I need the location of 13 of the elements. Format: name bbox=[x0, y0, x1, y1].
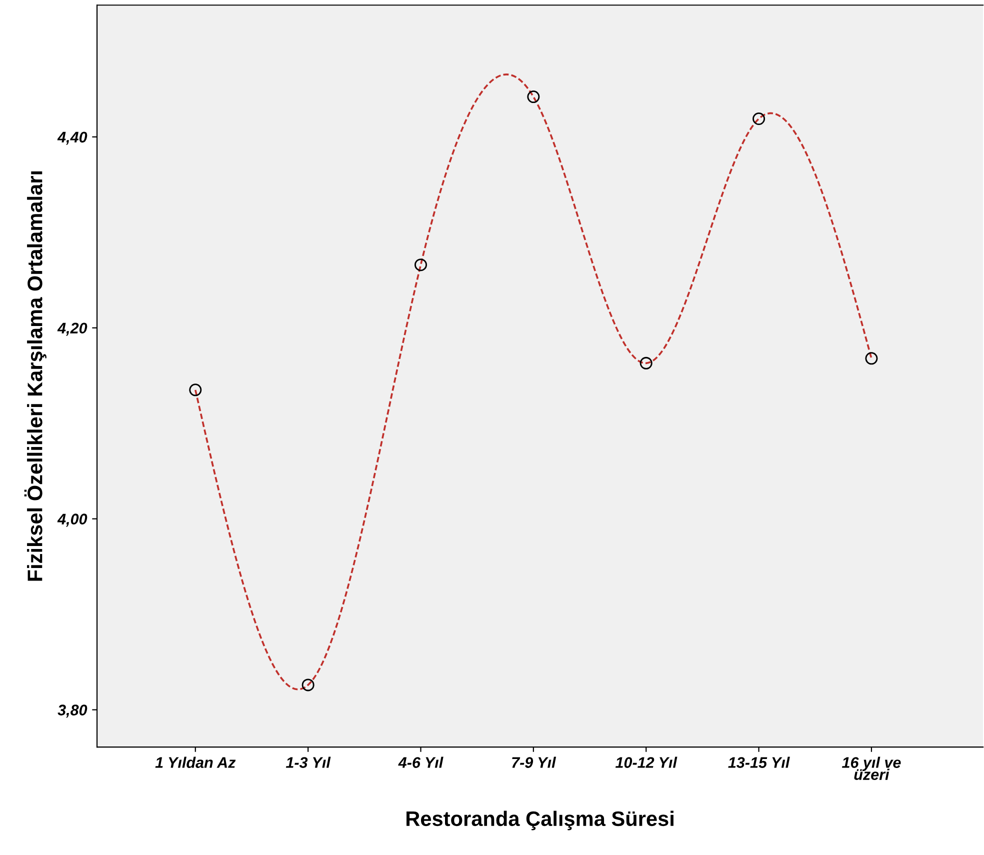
x-tick-label: 13-15 Yıl bbox=[728, 756, 790, 768]
x-tick-label: 1 Yıldan Az bbox=[155, 756, 236, 768]
y-axis-title: Fiziksel Özellikleri Karşılama Ortalamaları bbox=[24, 171, 46, 581]
x-tick-label: 16 yıl ve üzeri bbox=[842, 756, 901, 780]
x-tick-label: 1-3 Yıl bbox=[286, 756, 331, 768]
x-tick-label: 10-12 Yıl bbox=[615, 756, 678, 768]
y-tick-label: 4,40 bbox=[57, 132, 88, 145]
x-tick-label: 7-9 Yıl bbox=[512, 756, 556, 768]
y-tick-label: 4,00 bbox=[57, 514, 88, 527]
y-tick-label: 4,20 bbox=[57, 322, 88, 336]
x-axis-title: Restoranda Çalışma Süresi bbox=[406, 810, 674, 830]
y-tick-label: 3,80 bbox=[58, 704, 88, 718]
x-tick-label: 4-6 Yıl bbox=[398, 756, 444, 768]
